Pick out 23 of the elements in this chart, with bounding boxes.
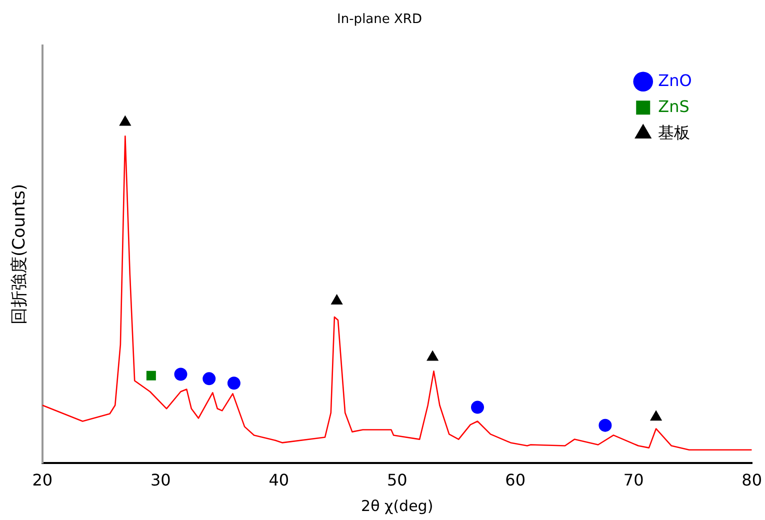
point [119,116,131,126]
legend-label: 基板 [658,122,690,142]
chart-title: In-plane XRD [337,12,422,28]
point [471,400,484,414]
x-tick-label: 70 [623,470,644,490]
point [227,376,240,390]
legend-label: ZnS [658,96,690,116]
x-tick-label: 50 [386,470,408,490]
point [174,368,188,381]
legend-label: ZnO [658,70,692,90]
x-tick-label: 40 [268,470,290,490]
point [331,294,343,305]
y-axis-title: 回折強度(Counts) [10,184,30,325]
point [202,372,216,386]
point [598,418,612,432]
point [650,410,662,421]
x-tick-label: 80 [742,470,762,490]
x-tick-label: 20 [32,470,53,490]
x-tick-label: 60 [505,470,526,490]
x-axis-title: 2θ χ(deg) [361,496,434,515]
point [426,350,438,361]
point [146,370,156,380]
x-tick-label: 30 [150,470,171,490]
